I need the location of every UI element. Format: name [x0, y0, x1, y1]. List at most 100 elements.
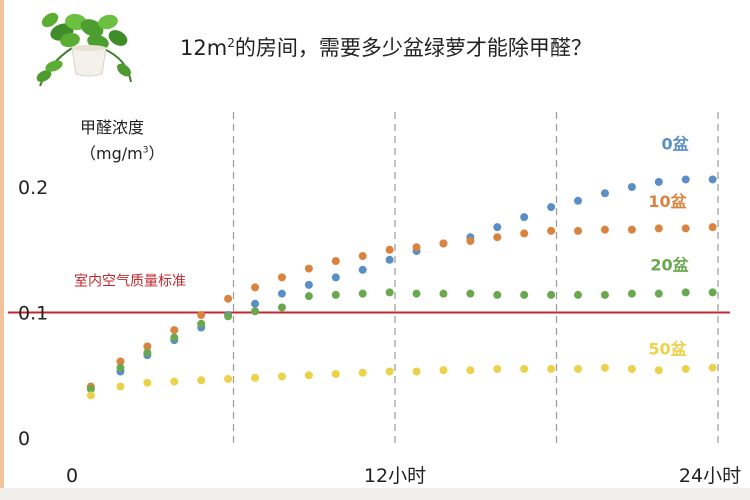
- data-point: [251, 307, 260, 316]
- data-point: [358, 368, 367, 377]
- y-axis-unit: （mg/m3）: [80, 144, 165, 163]
- data-point: [412, 289, 421, 298]
- data-point: [277, 303, 286, 312]
- data-point: [493, 290, 502, 299]
- data-point: [358, 252, 367, 261]
- x-tick-label: 12小时: [364, 465, 426, 487]
- series-label: 0盆: [661, 134, 689, 153]
- data-point: [385, 245, 394, 254]
- data-point: [654, 177, 663, 186]
- data-point: [331, 273, 340, 282]
- data-point: [493, 223, 502, 232]
- series-label: 10盆: [648, 192, 687, 211]
- data-point: [86, 385, 95, 394]
- data-point: [681, 288, 690, 297]
- data-point: [304, 371, 313, 380]
- data-point: [547, 290, 556, 299]
- data-point: [574, 364, 583, 373]
- data-point: [224, 312, 233, 321]
- data-point: [654, 224, 663, 233]
- series-label: 20盆: [650, 255, 689, 274]
- data-point: [170, 333, 179, 342]
- data-point: [412, 367, 421, 376]
- data-point: [304, 264, 313, 273]
- data-point: [251, 299, 260, 308]
- x-tick-label: 0: [66, 465, 78, 487]
- data-point: [197, 319, 206, 328]
- data-point: [708, 175, 717, 184]
- data-point: [493, 364, 502, 373]
- pothos-plant-icon: [36, 12, 132, 87]
- data-point: [466, 366, 475, 375]
- data-point: [708, 288, 717, 297]
- data-point: [331, 369, 340, 378]
- data-point: [547, 203, 556, 212]
- data-point: [627, 183, 636, 191]
- x-tick-label: 24小时: [679, 465, 741, 487]
- data-point: [574, 290, 583, 299]
- data-point: [681, 175, 690, 184]
- data-point: [197, 311, 206, 320]
- data-point: [600, 225, 609, 234]
- data-point: [439, 289, 448, 298]
- series-label: 50盆: [648, 340, 687, 359]
- data-point: [681, 364, 690, 373]
- data-point: [466, 289, 475, 298]
- data-point: [277, 289, 286, 298]
- data-point: [547, 364, 556, 373]
- data-point: [466, 236, 475, 245]
- data-point: [116, 382, 125, 391]
- data-point: [358, 265, 367, 274]
- data-point: [600, 290, 609, 299]
- data-point: [574, 226, 583, 235]
- data-point: [600, 363, 609, 372]
- data-point: [520, 290, 529, 299]
- data-point: [708, 363, 717, 372]
- bottom-band: [0, 488, 750, 500]
- data-point: [331, 290, 340, 299]
- y-tick-label: 0.2: [18, 177, 48, 199]
- data-point: [116, 357, 125, 366]
- data-point: [86, 391, 95, 400]
- data-point: [627, 289, 636, 298]
- data-point: [385, 255, 394, 264]
- data-point: [493, 233, 502, 242]
- data-point: [627, 225, 636, 234]
- data-point: [277, 372, 286, 381]
- data-point: [143, 378, 152, 387]
- data-point: [116, 363, 125, 372]
- data-point: [385, 288, 394, 297]
- y-axis-title: 甲醛浓度: [80, 118, 145, 137]
- data-point: [654, 366, 663, 375]
- data-point: [251, 373, 260, 382]
- left-accent-stripe: [0, 0, 4, 500]
- y-tick-label: 0.1: [18, 303, 48, 325]
- data-point: [412, 243, 421, 252]
- reference-line-label: 室内空气质量标准: [74, 273, 186, 290]
- data-point: [574, 196, 583, 205]
- data-point: [520, 364, 529, 373]
- data-point: [681, 224, 690, 233]
- data-point: [520, 213, 529, 222]
- data-point: [439, 239, 448, 248]
- data-point: [224, 294, 233, 303]
- data-point: [385, 367, 394, 376]
- data-point: [277, 273, 286, 282]
- data-point: [439, 366, 448, 375]
- data-point: [251, 283, 260, 292]
- data-point: [143, 342, 152, 351]
- data-point: [197, 376, 206, 385]
- y-tick-label: 0: [18, 428, 30, 450]
- data-point: [654, 289, 663, 298]
- data-point: [708, 223, 717, 232]
- data-point: [627, 364, 636, 373]
- data-point: [304, 292, 313, 301]
- chart-title: 12m2的房间，需要多少盆绿萝才能除甲醛？: [180, 36, 592, 60]
- data-point: [520, 229, 529, 238]
- data-point: [143, 348, 152, 357]
- data-point: [331, 257, 340, 266]
- data-point: [358, 289, 367, 298]
- data-point: [170, 326, 179, 335]
- data-point: [170, 377, 179, 386]
